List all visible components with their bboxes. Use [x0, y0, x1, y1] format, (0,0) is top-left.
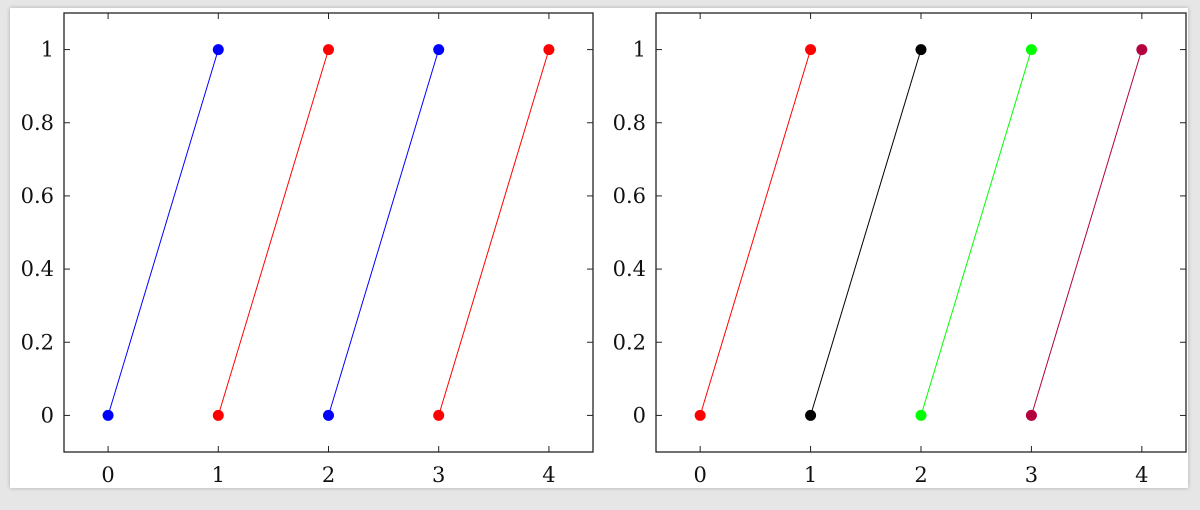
series-4-line: [1030, 49, 1143, 416]
series-1-point: [694, 409, 706, 421]
y-tick-label: 0.8: [613, 111, 646, 135]
series-1-point: [212, 44, 224, 56]
x-tick-label: 2: [322, 463, 335, 487]
y-tick-label: 0.6: [21, 184, 54, 208]
y-tick-label: 0: [41, 403, 54, 427]
x-tick-label: 0: [101, 463, 114, 487]
series-4-point: [433, 409, 445, 421]
y-tick-label: 0.2: [613, 330, 646, 354]
y-tick-label: 0.8: [21, 111, 54, 135]
chart-right: 0 1 2 3 4 0 0.2 0.4 0.6 0.8 1: [613, 12, 1187, 487]
chart-left: 0 1 2 3 4 0 0.2 0.4 0.6 0.8 1: [21, 12, 594, 487]
x-tick-label: 4: [1135, 463, 1148, 487]
y-tick-label: 1: [41, 38, 54, 62]
series-4-line: [438, 49, 550, 416]
series-1-point: [102, 409, 114, 421]
x-tick-label: 3: [1025, 463, 1038, 487]
series-3-line: [328, 49, 440, 416]
series-4-point: [1025, 409, 1037, 421]
series-3-point: [323, 409, 334, 421]
series-2-point: [212, 409, 224, 421]
axis-frame: [63, 12, 594, 453]
x-tick-label: 1: [212, 463, 225, 487]
y-tick-label: 1: [633, 38, 646, 62]
series-1-point: [805, 44, 817, 56]
y-tick-label: 0: [633, 403, 646, 427]
series-1-line: [699, 49, 812, 416]
series-3-point: [1025, 44, 1037, 56]
axis-frame: [655, 12, 1187, 453]
series-2-point: [915, 44, 927, 56]
y-tick-label: 0.2: [21, 330, 54, 354]
series-4-point: [1136, 44, 1148, 56]
series-2-line: [217, 49, 329, 416]
x-tick-label: 0: [693, 463, 706, 487]
series-2-point: [805, 409, 817, 421]
y-tick-label: 0.4: [613, 257, 646, 281]
series-2-point: [323, 44, 334, 56]
x-tick-label: 4: [542, 463, 555, 487]
x-tick-label: 2: [914, 463, 927, 487]
series-1-line: [107, 49, 219, 416]
y-tick-label: 0.6: [613, 184, 646, 208]
x-tick-label: 1: [804, 463, 817, 487]
x-tick-label: 3: [432, 463, 445, 487]
series-3-line: [920, 49, 1032, 416]
series-2-line: [810, 49, 922, 416]
series-3-point: [433, 44, 445, 56]
y-tick-label: 0.4: [21, 257, 54, 281]
series-4-point: [543, 44, 555, 56]
series-3-point: [915, 409, 927, 421]
